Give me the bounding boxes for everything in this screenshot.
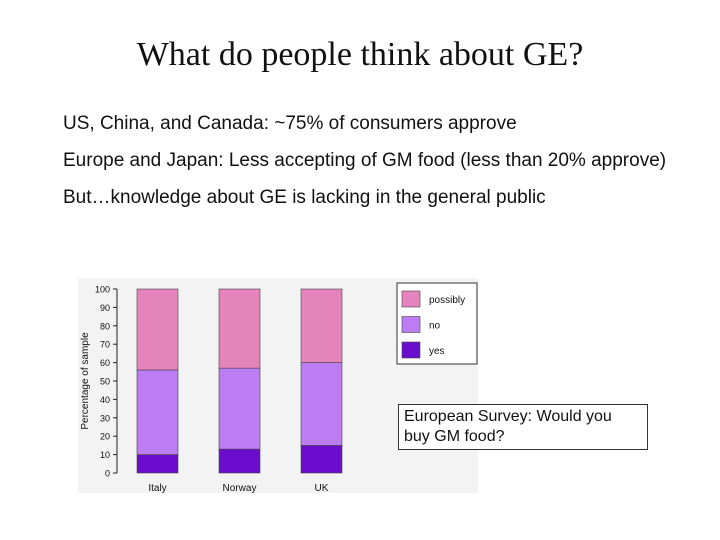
y-tick-label: 70	[100, 340, 110, 350]
y-tick-label: 30	[100, 413, 110, 423]
y-axis-title: Percentage of sample	[80, 332, 91, 430]
bar-no-uk	[300, 362, 343, 446]
bullet-europe-japan: Europe and Japan: Less accepting of GM f…	[63, 150, 667, 171]
bar-no-norway	[218, 367, 261, 450]
legend-swatch-yes	[401, 341, 421, 359]
slide-title: What do people think about GE?	[136, 36, 584, 73]
legend-label-no: no	[429, 321, 441, 332]
bar-yes-norway	[218, 448, 261, 474]
y-tick-label: 60	[100, 358, 110, 368]
x-tick-label: UK	[315, 483, 329, 494]
bar-no-italy	[136, 369, 179, 455]
y-tick-label: 80	[100, 321, 110, 331]
legend-swatch-possibly	[401, 290, 421, 308]
x-tick-label: Italy	[148, 483, 166, 494]
legend-label-possibly: possibly	[429, 295, 465, 306]
y-tick-label: 20	[100, 432, 110, 442]
bullet-list: US, China, and Canada: ~75% of consumers…	[63, 112, 683, 223]
y-tick-label: 10	[100, 450, 110, 460]
bar-yes-italy	[136, 454, 179, 474]
x-tick-label: Norway	[223, 483, 257, 494]
bar-possibly-norway	[218, 288, 261, 369]
bar-possibly-italy	[136, 288, 179, 371]
y-tick-label: 50	[100, 377, 110, 387]
legend-swatch-no	[401, 316, 421, 333]
y-tick-label: 0	[105, 469, 110, 479]
bar-yes-uk	[300, 445, 343, 474]
y-tick-label: 100	[95, 285, 110, 295]
legend-label-yes: yes	[429, 346, 445, 357]
y-tick-label: 90	[100, 303, 110, 313]
bullet-knowledge-lacking: But…knowledge about GE is lacking in the…	[63, 187, 546, 208]
y-tick-label: 40	[100, 395, 110, 405]
survey-note: European Survey: Would you buy GM food?	[398, 404, 648, 450]
bullet-approval-us-china-canada: US, China, and Canada: ~75% of consumers…	[63, 113, 517, 134]
bar-possibly-uk	[300, 288, 343, 363]
